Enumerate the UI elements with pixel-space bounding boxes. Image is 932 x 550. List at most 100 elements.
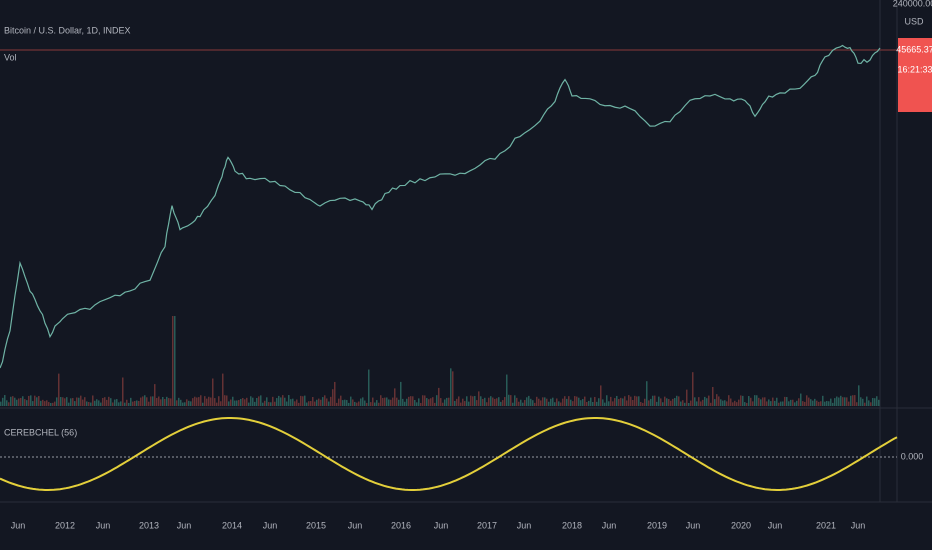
volume-bar: [874, 398, 876, 406]
volume-bar: [586, 401, 588, 406]
volume-bar: [852, 395, 854, 406]
volume-bar: [144, 395, 146, 406]
volume-bar: [434, 402, 436, 406]
volume-bar: [26, 400, 28, 406]
volume-bar: [778, 402, 780, 406]
time-label: 2020: [731, 520, 751, 530]
volume-bar: [870, 402, 872, 406]
volume-bar: [498, 397, 500, 406]
volume-bar: [170, 398, 172, 406]
volume-bar: [336, 402, 338, 406]
volume-bar: [432, 397, 434, 406]
volume-bar: [298, 402, 300, 406]
volume-bar: [8, 402, 10, 406]
volume-bar: [664, 396, 666, 406]
volume-bar: [694, 397, 696, 406]
volume-bar: [176, 400, 178, 406]
volume-bar: [22, 396, 24, 406]
volume-bar: [464, 401, 466, 406]
volume-bar: [34, 395, 36, 406]
volume-bar: [610, 396, 612, 406]
volume-bar: [682, 400, 684, 406]
volume-bar: [384, 397, 386, 406]
volume-bar: [514, 395, 516, 406]
volume-bar: [466, 396, 468, 406]
volume-bar: [832, 402, 834, 406]
volume-bar: [204, 396, 206, 406]
volume-bar: [196, 397, 198, 406]
volume-bar: [362, 397, 364, 406]
volume-bar: [82, 399, 84, 406]
volume-bar: [360, 398, 362, 406]
volume-bar: [328, 401, 330, 406]
volume-bar: [116, 399, 118, 406]
last-price: 45665.37: [896, 44, 932, 54]
volume-bar: [666, 398, 668, 406]
volume-bar: [190, 401, 192, 406]
volume-bar: [652, 395, 654, 406]
volume-bar: [122, 377, 124, 406]
volume-bar: [156, 397, 158, 406]
volume-bar: [446, 397, 448, 406]
volume-bar: [408, 396, 410, 406]
volume-bar: [518, 401, 520, 406]
volume-bar: [674, 398, 676, 406]
volume-bar: [704, 396, 706, 406]
volume-bar: [470, 395, 472, 406]
volume-bar: [36, 397, 38, 406]
volume-bar: [210, 397, 212, 406]
volume-bar: [372, 397, 374, 406]
volume-bar: [818, 401, 820, 406]
volume-bar: [104, 397, 106, 406]
volume-bar: [140, 397, 142, 406]
volume-bar: [200, 395, 202, 406]
volume-bar: [648, 400, 650, 406]
volume-bar: [404, 401, 406, 406]
volume-bar: [14, 397, 16, 406]
volume-bar: [472, 396, 474, 406]
volume-bar: [560, 402, 562, 406]
volume-bar: [94, 400, 96, 406]
volume-bar: [410, 396, 412, 406]
time-axis: Jun 2012 Jun 2013 Jun 2014 Jun 2015 Jun 2016 Jun 20…: [11, 520, 866, 530]
volume-bar: [738, 399, 740, 406]
volume-bar: [640, 401, 642, 406]
volume-bar: [418, 398, 420, 406]
volume-bar: [12, 396, 14, 406]
volume-bar: [632, 399, 634, 406]
volume-bar: [774, 400, 776, 406]
volume-bar: [238, 400, 240, 406]
volume-bar: [660, 398, 662, 406]
volume-bar: [370, 402, 372, 406]
volume-bar: [584, 396, 586, 406]
volume-bar: [480, 396, 482, 406]
volume-bar: [646, 381, 648, 406]
volume-bar: [714, 399, 716, 406]
volume-bar: [582, 399, 584, 406]
volume-bar: [530, 398, 532, 406]
volume-bar: [110, 398, 112, 406]
volume-bar: [74, 401, 76, 406]
volume-bar: [400, 381, 402, 406]
volume-bar: [700, 401, 702, 406]
volume-bar: [604, 402, 606, 406]
volume-bar: [316, 399, 318, 406]
volume-bar: [796, 400, 798, 406]
volume-bar: [366, 402, 368, 406]
volume-bar: [58, 373, 60, 406]
volume-bar: [546, 398, 548, 406]
volume-bar: [424, 395, 426, 406]
volume-bar: [692, 372, 694, 406]
volume-bar: [326, 398, 328, 406]
volume-bar: [364, 400, 366, 406]
volume-bar: [768, 399, 770, 406]
volume-bar: [556, 398, 558, 406]
volume-bar: [112, 402, 114, 406]
volume-bar: [690, 400, 692, 406]
volume-bar: [736, 402, 738, 406]
volume-bar: [178, 397, 180, 406]
volume-bar: [552, 397, 554, 406]
volume-bar: [706, 398, 708, 406]
volume-bar: [114, 399, 116, 406]
volume-bar: [730, 398, 732, 406]
